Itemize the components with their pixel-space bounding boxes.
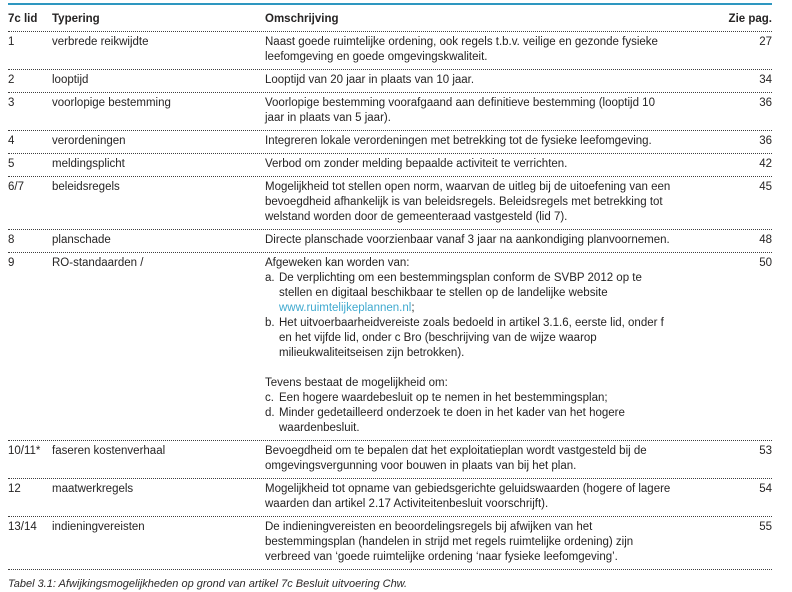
cell-typering: verbrede reikwijdte: [52, 36, 149, 48]
cell-omschrijving: De indieningvereisten en beoordelingsreg…: [265, 520, 720, 565]
table-row: 6/7 beleidsregels Mogelijkheid tot stellen…: [8, 177, 772, 230]
cell-omschrijving: Verbod om zonder melding bepaalde activi…: [265, 157, 720, 172]
item-text: Een hogere waardebesluit op te nemen in …: [279, 392, 608, 404]
omschrijving-line: Tevens bestaat de mogelijkheid om:: [265, 377, 448, 389]
cell-page: 50: [759, 257, 772, 269]
ruimtelijkeplannen-link[interactable]: www.ruimtelijkeplannen.nl: [279, 302, 412, 314]
cell-lid: 9: [8, 257, 15, 269]
cell-typering: verordeningen: [52, 135, 126, 147]
table-row: 4 verordeningen Integreren lokale verorden…: [8, 131, 772, 154]
cell-lid: 12: [8, 483, 21, 495]
cell-omschrijving: Looptijd van 20 jaar in plaats van 10 ja…: [265, 73, 720, 88]
list-marker: c.: [265, 392, 274, 404]
cell-page: 36: [759, 97, 772, 109]
list-marker: d.: [265, 407, 275, 419]
table-row: 10/11* faseren kostenverhaal Bevoegdheid o…: [8, 441, 772, 479]
omschrijving-text: Bevoegdheid om te bepalen dat het exploi…: [265, 445, 647, 472]
cell-lid: 2: [8, 74, 15, 86]
cell-omschrijving: Afgeweken kan worden van: a. De verplichti…: [265, 256, 720, 436]
cell-omschrijving: Bevoegdheid om te bepalen dat het exploi…: [265, 444, 720, 474]
cell-page: 48: [759, 234, 772, 246]
cell-lid: 1: [8, 36, 15, 48]
cell-lid: 4: [8, 135, 15, 147]
omschrijving-text: Mogelijkheid tot stellen open norm, waar…: [265, 181, 671, 223]
cell-omschrijving: Integreren lokale verordeningen met betr…: [265, 134, 720, 149]
cell-typering: voorlopige bestemming: [52, 97, 171, 109]
cell-page: 54: [759, 483, 772, 495]
list-item-text: Een hogere waardebesluit op te nemen in …: [279, 391, 677, 406]
cell-typering: indieningvereisten: [52, 521, 145, 533]
list-item-text: Het uitvoerbaarheidvereiste zoals bedoel…: [279, 316, 677, 361]
omschrijving-text: Voorlopige bestemming voorafgaand aan de…: [265, 97, 655, 124]
table-body: 1 verbrede reikwijdte Naast goede ruimteli…: [8, 32, 772, 570]
cell-typering: maatwerkregels: [52, 483, 134, 495]
cell-lid: 10/11*: [8, 445, 41, 457]
cell-page: 36: [759, 135, 772, 147]
item-text: Het uitvoerbaarheidvereiste zoals bedoel…: [279, 317, 664, 359]
table-row: 8 planschade Directe planschade voorzienba…: [8, 230, 772, 253]
cell-page: 55: [759, 521, 772, 533]
cell-page: 27: [759, 36, 772, 48]
cell-omschrijving: Naast goede ruimtelijke ordening, ook re…: [265, 35, 720, 65]
column-header-typering: Typering: [52, 13, 100, 25]
cell-page: 34: [759, 74, 772, 86]
cell-typering: beleidsregels: [52, 181, 120, 193]
item-text-after: ;: [411, 302, 415, 314]
table-row: 2 looptijd Looptijd van 20 jaar in plaats …: [8, 70, 772, 93]
cell-lid: 8: [8, 234, 15, 246]
list-item: d. Minder gedetailleerd onderzoek te doen…: [265, 406, 677, 436]
list-marker: a.: [265, 272, 275, 284]
table-row: 3 voorlopige bestemming Voorlopige bestemm…: [8, 93, 772, 131]
list-item: c. Een hogere waardebesluit op te nemen i…: [265, 391, 677, 406]
cell-lid: 3: [8, 97, 15, 109]
list-item: b. Het uitvoerbaarheidvereiste zoals bedo…: [265, 316, 677, 361]
list-item: a. De verplichting om een bestemmingsplan…: [265, 271, 677, 316]
cell-lid: 6/7: [8, 181, 24, 193]
cell-omschrijving: Mogelijkheid tot stellen open norm, waar…: [265, 180, 720, 225]
omschrijving-text: Naast goede ruimtelijke ordening, ook re…: [265, 36, 658, 63]
table-row: 9 RO-standaarden / Afgeweken kan worden va…: [8, 253, 772, 441]
column-header-omschrijving: Omschrijving: [265, 13, 339, 25]
cell-page: 45: [759, 181, 772, 193]
omschrijving-text: Verbod om zonder melding bepaalde activi…: [265, 158, 568, 170]
column-header-zie-pag: Zie pag.: [728, 13, 772, 25]
cell-typering: meldingsplicht: [52, 158, 125, 170]
list-item-text: De verplichting om een bestemmingsplan c…: [279, 271, 677, 316]
omschrijving-text: Directe planschade voorzienbaar vanaf 3 …: [265, 234, 670, 246]
list-marker: b.: [265, 317, 275, 329]
item-text: Minder gedetailleerd onderzoek te doen i…: [279, 407, 625, 434]
table-row: 12 maatwerkregels Mogelijkheid tot opname …: [8, 479, 772, 517]
table-afwijkingsmogelijkheden: 7c lid Typering Omschrijving Zie pag. 1 v…: [8, 12, 772, 570]
cell-omschrijving: Voorlopige bestemming voorafgaand aan de…: [265, 96, 720, 126]
cell-omschrijving: Mogelijkheid tot opname van gebiedsgeric…: [265, 482, 720, 512]
cell-lid: 5: [8, 158, 15, 170]
cell-typering: RO-standaarden /: [52, 257, 144, 269]
cell-page: 53: [759, 445, 772, 457]
list-item-text: Minder gedetailleerd onderzoek te doen i…: [279, 406, 677, 436]
table-caption: Tabel 3.1: Afwijkingsmogelijkheden op gr…: [8, 578, 408, 590]
omschrijving-text: De indieningvereisten en beoordelingsreg…: [265, 521, 634, 563]
cell-lid: 13/14: [8, 521, 37, 533]
top-accent-rule: [8, 3, 772, 5]
cell-omschrijving: Directe planschade voorzienbaar vanaf 3 …: [265, 233, 720, 248]
table-row: 5 meldingsplicht Verbod om zonder melding …: [8, 154, 772, 177]
omschrijving-line: Afgeweken kan worden van:: [265, 257, 410, 269]
omschrijving-text: Mogelijkheid tot opname van gebiedsgeric…: [265, 483, 671, 510]
cell-typering: faseren kostenverhaal: [52, 445, 166, 457]
table-row: 13/14 indieningvereisten De indieningverei…: [8, 517, 772, 570]
table-header-row: 7c lid Typering Omschrijving Zie pag.: [8, 12, 772, 32]
omschrijving-text: Integreren lokale verordeningen met betr…: [265, 135, 652, 147]
cell-typering: planschade: [52, 234, 111, 246]
omschrijving-text: Looptijd van 20 jaar in plaats van 10 ja…: [265, 74, 475, 86]
cell-page: 42: [759, 158, 772, 170]
column-header-lid: 7c lid: [8, 13, 38, 25]
item-text: De verplichting om een bestemmingsplan c…: [279, 272, 642, 299]
table-row: 1 verbrede reikwijdte Naast goede ruimteli…: [8, 32, 772, 70]
paragraph-gap: [265, 361, 714, 376]
cell-typering: looptijd: [52, 74, 89, 86]
